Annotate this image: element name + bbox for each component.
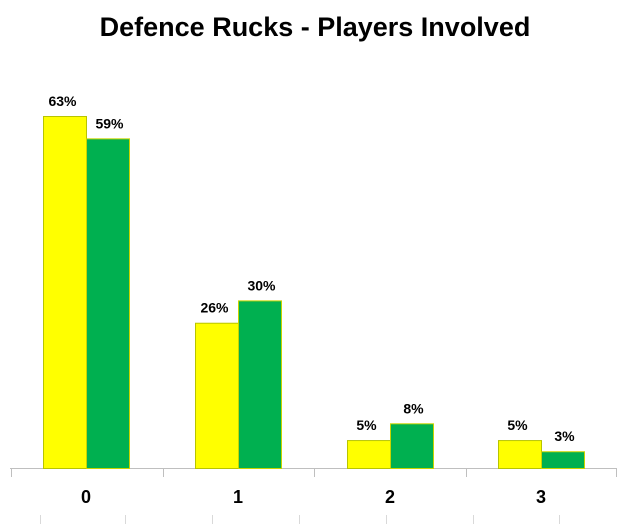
- x-tick-label: 2: [385, 487, 395, 507]
- data-label: 5%: [507, 417, 528, 433]
- bar: [43, 116, 87, 469]
- bar: [195, 322, 239, 469]
- bar: [347, 440, 391, 470]
- data-label: 30%: [247, 277, 276, 293]
- bar: [390, 423, 434, 469]
- bar: [238, 300, 282, 469]
- bar: [498, 440, 542, 470]
- data-label: 59%: [95, 115, 124, 131]
- bar: [86, 138, 130, 469]
- data-label: 5%: [356, 417, 377, 433]
- data-label: 3%: [554, 428, 575, 444]
- bar: [541, 451, 585, 470]
- x-tick-label: 3: [536, 487, 546, 507]
- x-tick-label: 0: [81, 487, 91, 507]
- data-label: 8%: [403, 400, 424, 416]
- x-tick-label: 1: [233, 487, 243, 507]
- data-label: 63%: [48, 93, 77, 109]
- chart-title: Defence Rucks - Players Involved: [99, 12, 531, 42]
- data-label: 26%: [200, 300, 229, 316]
